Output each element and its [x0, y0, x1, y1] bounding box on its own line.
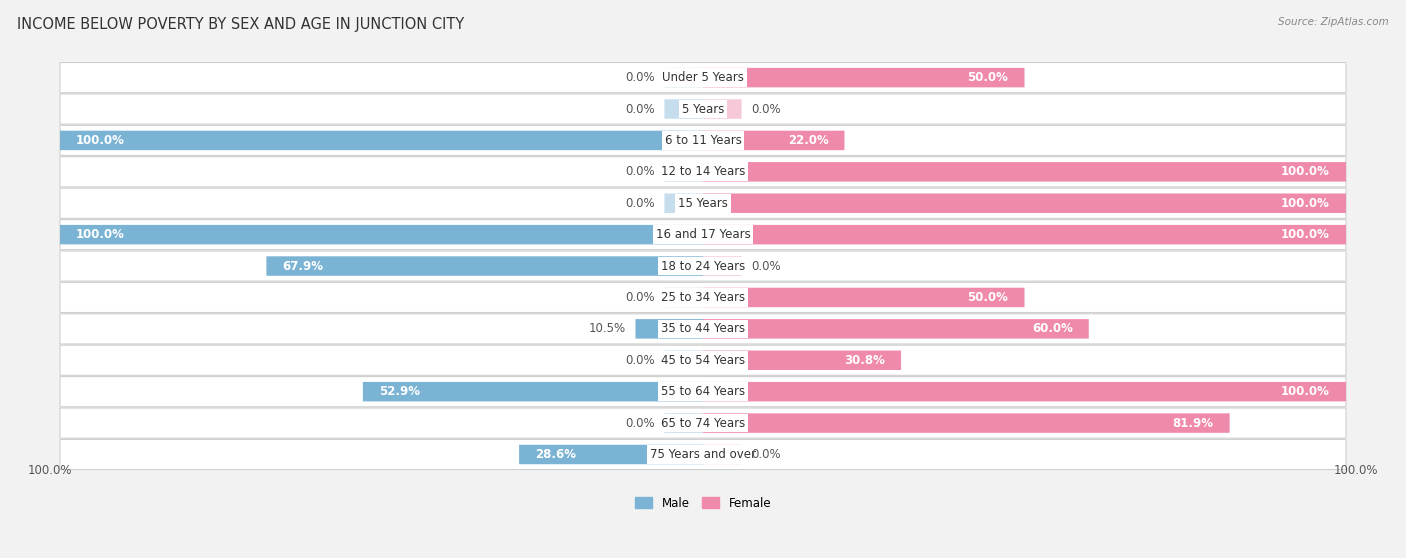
- FancyBboxPatch shape: [703, 350, 901, 370]
- FancyBboxPatch shape: [636, 319, 703, 339]
- FancyBboxPatch shape: [703, 382, 1346, 401]
- FancyBboxPatch shape: [665, 288, 703, 307]
- Text: 45 to 54 Years: 45 to 54 Years: [661, 354, 745, 367]
- FancyBboxPatch shape: [703, 194, 1346, 213]
- Text: 55 to 64 Years: 55 to 64 Years: [661, 385, 745, 398]
- FancyBboxPatch shape: [665, 413, 703, 433]
- Text: 100.0%: 100.0%: [1334, 464, 1378, 477]
- FancyBboxPatch shape: [703, 445, 741, 464]
- Text: 100.0%: 100.0%: [76, 228, 125, 241]
- FancyBboxPatch shape: [703, 319, 1088, 339]
- Text: 60.0%: 60.0%: [1032, 323, 1073, 335]
- Text: 100.0%: 100.0%: [1281, 385, 1330, 398]
- FancyBboxPatch shape: [703, 256, 741, 276]
- FancyBboxPatch shape: [60, 157, 1346, 187]
- Text: 0.0%: 0.0%: [751, 259, 780, 272]
- Legend: Male, Female: Male, Female: [630, 492, 776, 514]
- FancyBboxPatch shape: [665, 350, 703, 370]
- Text: 5 Years: 5 Years: [682, 103, 724, 116]
- Text: 12 to 14 Years: 12 to 14 Years: [661, 165, 745, 179]
- FancyBboxPatch shape: [703, 288, 1025, 307]
- FancyBboxPatch shape: [60, 377, 1346, 407]
- FancyBboxPatch shape: [665, 162, 703, 181]
- FancyBboxPatch shape: [60, 131, 703, 150]
- FancyBboxPatch shape: [703, 68, 1025, 88]
- Text: 16 and 17 Years: 16 and 17 Years: [655, 228, 751, 241]
- Text: 100.0%: 100.0%: [76, 134, 125, 147]
- FancyBboxPatch shape: [60, 126, 1346, 156]
- Text: 22.0%: 22.0%: [787, 134, 828, 147]
- FancyBboxPatch shape: [703, 99, 741, 119]
- FancyBboxPatch shape: [60, 282, 1346, 312]
- Text: 18 to 24 Years: 18 to 24 Years: [661, 259, 745, 272]
- FancyBboxPatch shape: [703, 225, 1346, 244]
- Text: 100.0%: 100.0%: [1281, 165, 1330, 179]
- Text: 65 to 74 Years: 65 to 74 Years: [661, 417, 745, 430]
- Text: 81.9%: 81.9%: [1173, 417, 1213, 430]
- Text: 100.0%: 100.0%: [28, 464, 72, 477]
- FancyBboxPatch shape: [665, 194, 703, 213]
- Text: 0.0%: 0.0%: [626, 103, 655, 116]
- Text: Source: ZipAtlas.com: Source: ZipAtlas.com: [1278, 17, 1389, 27]
- Text: 0.0%: 0.0%: [626, 354, 655, 367]
- Text: 0.0%: 0.0%: [626, 417, 655, 430]
- FancyBboxPatch shape: [60, 225, 703, 244]
- Text: 0.0%: 0.0%: [626, 165, 655, 179]
- Text: 67.9%: 67.9%: [283, 259, 323, 272]
- FancyBboxPatch shape: [60, 439, 1346, 470]
- FancyBboxPatch shape: [703, 413, 1230, 433]
- FancyBboxPatch shape: [665, 99, 703, 119]
- FancyBboxPatch shape: [60, 408, 1346, 438]
- FancyBboxPatch shape: [60, 94, 1346, 124]
- Text: 0.0%: 0.0%: [626, 71, 655, 84]
- Text: 0.0%: 0.0%: [626, 291, 655, 304]
- Text: 50.0%: 50.0%: [967, 291, 1008, 304]
- FancyBboxPatch shape: [60, 62, 1346, 93]
- FancyBboxPatch shape: [60, 314, 1346, 344]
- Text: 6 to 11 Years: 6 to 11 Years: [665, 134, 741, 147]
- FancyBboxPatch shape: [665, 68, 703, 88]
- FancyBboxPatch shape: [703, 162, 1346, 181]
- Text: 50.0%: 50.0%: [967, 71, 1008, 84]
- FancyBboxPatch shape: [266, 256, 703, 276]
- Text: Under 5 Years: Under 5 Years: [662, 71, 744, 84]
- Text: 100.0%: 100.0%: [1281, 197, 1330, 210]
- Text: 0.0%: 0.0%: [751, 103, 780, 116]
- Text: 10.5%: 10.5%: [589, 323, 626, 335]
- Text: 75 Years and over: 75 Years and over: [650, 448, 756, 461]
- Text: 30.8%: 30.8%: [844, 354, 884, 367]
- FancyBboxPatch shape: [60, 251, 1346, 281]
- Text: 28.6%: 28.6%: [536, 448, 576, 461]
- Text: 100.0%: 100.0%: [1281, 228, 1330, 241]
- Text: 15 Years: 15 Years: [678, 197, 728, 210]
- Text: 0.0%: 0.0%: [626, 197, 655, 210]
- Text: 35 to 44 Years: 35 to 44 Years: [661, 323, 745, 335]
- FancyBboxPatch shape: [60, 188, 1346, 218]
- Text: 0.0%: 0.0%: [751, 448, 780, 461]
- FancyBboxPatch shape: [363, 382, 703, 401]
- FancyBboxPatch shape: [703, 131, 845, 150]
- FancyBboxPatch shape: [60, 345, 1346, 376]
- FancyBboxPatch shape: [519, 445, 703, 464]
- Text: 25 to 34 Years: 25 to 34 Years: [661, 291, 745, 304]
- Text: INCOME BELOW POVERTY BY SEX AND AGE IN JUNCTION CITY: INCOME BELOW POVERTY BY SEX AND AGE IN J…: [17, 17, 464, 32]
- FancyBboxPatch shape: [60, 219, 1346, 250]
- Text: 52.9%: 52.9%: [380, 385, 420, 398]
